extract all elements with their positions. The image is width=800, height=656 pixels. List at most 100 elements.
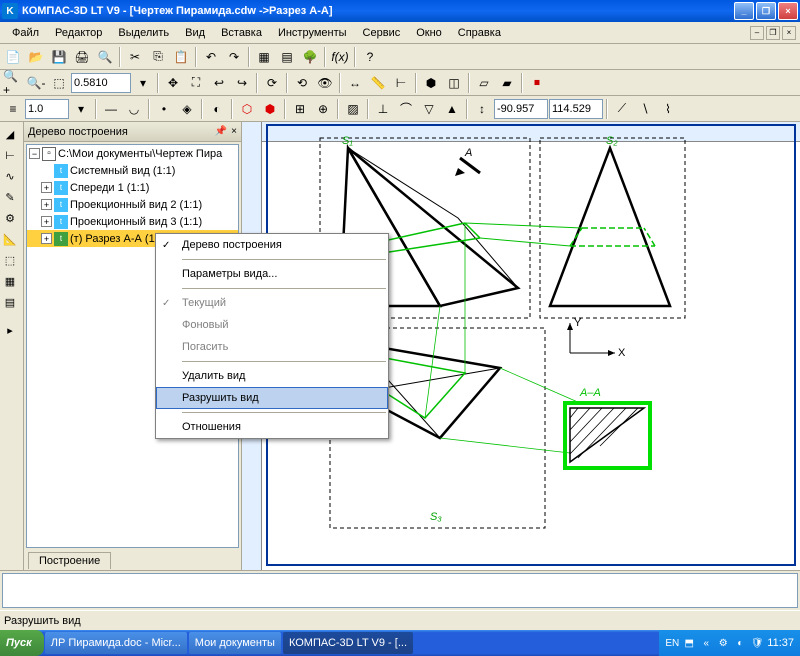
snap-icon[interactable]: ⊕ <box>312 98 334 120</box>
point-icon[interactable]: • <box>153 98 175 120</box>
persp-icon[interactable]: ◫ <box>443 72 465 94</box>
zoom-out-icon[interactable]: 🔍- <box>25 72 47 94</box>
zoom-window-icon[interactable]: ⬚ <box>48 72 70 94</box>
tray-icon-1[interactable]: ⬒ <box>682 636 696 650</box>
cut-icon[interactable]: ✂ <box>124 46 146 68</box>
layers-icon[interactable]: ▤ <box>276 46 298 68</box>
menu-window[interactable]: Окно <box>408 25 450 41</box>
pin-icon[interactable]: 📌 <box>215 126 227 137</box>
undo-icon[interactable]: ↶ <box>200 46 222 68</box>
refresh-icon[interactable]: ⟳ <box>261 72 283 94</box>
tray-icon-3[interactable]: ⚙ <box>716 636 730 650</box>
sel-icon[interactable]: ⬚ <box>0 250 20 270</box>
ctx-destroy[interactable]: Разрушить вид <box>156 387 388 409</box>
dims-icon[interactable]: ⊢ <box>0 145 20 165</box>
mdi-close[interactable]: × <box>782 26 796 40</box>
snap2-icon[interactable]: ⬢ <box>259 98 281 120</box>
multi-icon[interactable]: ◈ <box>176 98 198 120</box>
start-button[interactable]: Пуск <box>0 630 44 656</box>
tree-item-proj2[interactable]: +t Проекционный вид 2 (1:1) <box>27 196 238 213</box>
geom-icon[interactable]: ◢ <box>0 124 20 144</box>
lock-icon[interactable]: ↕ <box>471 98 493 120</box>
orient-icon[interactable]: ⬢ <box>420 72 442 94</box>
tree-root[interactable]: −▫ C:\Мои документы\Чертеж Пира <box>27 145 238 162</box>
menu-select[interactable]: Выделить <box>110 25 177 41</box>
menu-view[interactable]: Вид <box>177 25 213 41</box>
tray-icon-4[interactable]: ◐ <box>733 636 747 650</box>
ctx-params[interactable]: Параметры вида... <box>156 263 388 285</box>
symbols-icon[interactable]: ∿ <box>0 166 20 186</box>
zoom-prev-icon[interactable]: ↩ <box>208 72 230 94</box>
assoc-icon[interactable]: ▦ <box>0 271 20 291</box>
lang-indicator[interactable]: EN <box>665 636 679 650</box>
coord-x-input[interactable] <box>494 99 548 119</box>
tree-item-front[interactable]: +t Спереди 1 (1:1) <box>27 179 238 196</box>
extra3-icon[interactable]: ⌇ <box>657 98 679 120</box>
ctx-relations[interactable]: Отношения <box>156 416 388 438</box>
copy-icon[interactable]: ⎘ <box>147 46 169 68</box>
ortho-icon[interactable]: ◐ <box>206 98 228 120</box>
zoom-next-icon[interactable]: ↪ <box>231 72 253 94</box>
expand-icon[interactable]: ▸ <box>0 320 20 340</box>
shade-icon[interactable]: ▰ <box>496 72 518 94</box>
dim-icon[interactable]: ⊢ <box>390 72 412 94</box>
props-icon[interactable]: ▦ <box>253 46 275 68</box>
pan-icon[interactable]: ✥ <box>162 72 184 94</box>
menu-service[interactable]: Сервис <box>355 25 409 41</box>
meas-icon[interactable]: 📐 <box>0 229 20 249</box>
save-icon[interactable]: 💾 <box>48 46 70 68</box>
arc-icon[interactable]: ◡ <box>123 98 145 120</box>
menu-help[interactable]: Справка <box>450 25 509 41</box>
menu-insert[interactable]: Вставка <box>213 25 270 41</box>
clock[interactable]: 11:37 <box>767 637 794 649</box>
tree-item-system[interactable]: t Системный вид (1:1) <box>27 162 238 179</box>
taskbar-folder[interactable]: Мои документы <box>189 632 281 654</box>
spec-icon[interactable]: ▤ <box>0 292 20 312</box>
tree-item-proj3[interactable]: +t Проекционный вид 3 (1:1) <box>27 213 238 230</box>
ctx-background[interactable]: Фоновый <box>156 314 388 336</box>
grid-icon[interactable]: ⊞ <box>289 98 311 120</box>
ctx-delete[interactable]: Удалить вид <box>156 365 388 387</box>
cons-icon[interactable]: ▽ <box>418 98 440 120</box>
close-button[interactable]: × <box>778 2 798 20</box>
fill-icon[interactable]: ▨ <box>342 98 364 120</box>
minimize-button[interactable]: _ <box>734 2 754 20</box>
line-icon[interactable]: — <box>100 98 122 120</box>
measure-icon[interactable]: ↔ <box>344 72 366 94</box>
tree-tab-build[interactable]: Построение <box>28 552 111 569</box>
edit-icon[interactable]: ✎ <box>0 187 20 207</box>
ruler-icon[interactable]: 📏 <box>367 72 389 94</box>
tree-close-icon[interactable]: × <box>231 126 237 137</box>
mdi-minimize[interactable]: – <box>750 26 764 40</box>
view-icon[interactable]: 👁 <box>314 72 336 94</box>
tree-icon[interactable]: 🌳 <box>299 46 321 68</box>
scale-input[interactable] <box>25 99 69 119</box>
print-icon[interactable]: 🖨 <box>71 46 93 68</box>
dropdown-icon[interactable]: ▾ <box>132 72 154 94</box>
snap1-icon[interactable]: ⬡ <box>236 98 258 120</box>
ctx-current[interactable]: ✓Текущий <box>156 292 388 314</box>
fit-icon[interactable]: ⛶ <box>185 72 207 94</box>
paste-icon[interactable]: 📋 <box>170 46 192 68</box>
param-icon[interactable]: ⚙ <box>0 208 20 228</box>
tang-icon[interactable]: ⌒ <box>395 98 417 120</box>
menu-file[interactable]: Файл <box>4 25 47 41</box>
zoom-input[interactable] <box>71 73 131 93</box>
coord-y-input[interactable] <box>549 99 603 119</box>
new-icon[interactable]: 📄 <box>2 46 24 68</box>
help-icon[interactable]: ? <box>359 46 381 68</box>
taskbar-kompas[interactable]: КОМПАС-3D LT V9 - [... <box>283 632 413 654</box>
fx-icon[interactable]: f(x) <box>329 46 351 68</box>
mdi-restore[interactable]: ❐ <box>766 26 780 40</box>
restore-button[interactable]: ❐ <box>756 2 776 20</box>
perp-icon[interactable]: ⊥ <box>372 98 394 120</box>
wire-icon[interactable]: ▱ <box>473 72 495 94</box>
preview-icon[interactable]: 🔍 <box>94 46 116 68</box>
cons2-icon[interactable]: ▲ <box>441 98 463 120</box>
taskbar-word[interactable]: ЛР Пирамида.doc - Micr... <box>45 632 187 654</box>
ctx-tree[interactable]: ✓Дерево построения <box>156 234 388 256</box>
menu-edit[interactable]: Редактор <box>47 25 110 41</box>
redo-icon[interactable]: ↷ <box>223 46 245 68</box>
scale-dd-icon[interactable]: ▾ <box>70 98 92 120</box>
tray-icon-5[interactable]: 🛡 <box>750 636 764 650</box>
